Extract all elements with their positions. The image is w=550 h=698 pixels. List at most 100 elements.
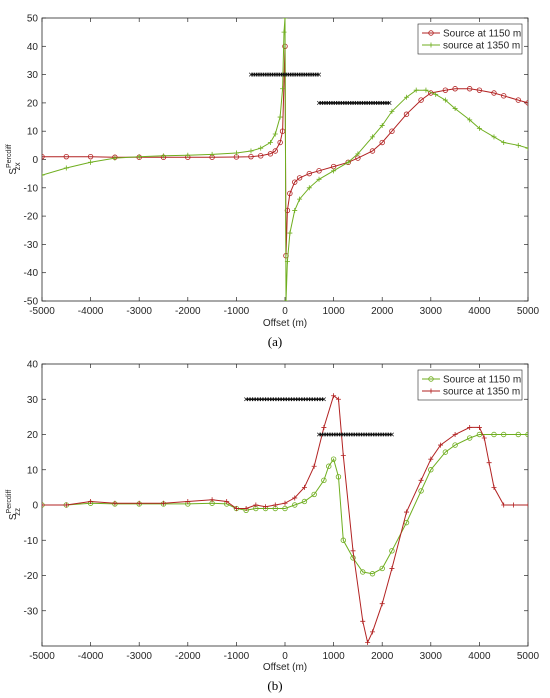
data-point — [267, 140, 273, 146]
y-label-sub: zz — [13, 508, 22, 516]
chart-panel-2: -5000 -4000 -3000 -2000 -1000 0 1000 2000 3000 40… — [6, 360, 540, 694]
receiver-bar-2 — [316, 432, 394, 437]
x-tick-label: 5000 — [517, 651, 540, 662]
data-point — [63, 502, 69, 508]
data-point — [301, 484, 307, 490]
receiver-bar-1 — [248, 72, 322, 77]
x-tick-label: 2000 — [371, 306, 394, 317]
y-tick-label: 20 — [27, 98, 39, 109]
data-point — [161, 500, 166, 506]
data-point — [476, 424, 482, 430]
data-point — [452, 86, 458, 92]
data-point — [452, 106, 458, 112]
data-point — [491, 134, 497, 140]
data-point — [467, 424, 473, 430]
data-point — [418, 488, 424, 494]
data-point — [63, 165, 69, 171]
x-tick-label: -5000 — [29, 651, 55, 662]
x-axis-label: Offset (m) — [263, 662, 307, 673]
data-point — [311, 463, 317, 469]
data-point — [418, 477, 424, 483]
data-point — [161, 153, 166, 159]
legend-entry-2: source at 1350 m — [422, 41, 520, 52]
y-tick-label: -30 — [24, 240, 39, 251]
y-tick-label: 20 — [27, 430, 39, 441]
legend-box — [417, 23, 523, 55]
data-point — [389, 565, 395, 571]
data-point — [272, 148, 278, 154]
x-tick-label: -2000 — [175, 651, 201, 662]
x-tick-label: 1000 — [322, 651, 345, 662]
receiver-marker — [321, 397, 326, 402]
y-tick-label: 30 — [27, 395, 39, 406]
y-tick-label: 30 — [27, 70, 39, 81]
y-tick-label: 50 — [27, 14, 39, 25]
receiver-marker — [387, 100, 392, 105]
y-label-base: S — [8, 513, 19, 520]
data-point — [316, 176, 322, 182]
data-point — [525, 145, 528, 151]
data-point — [345, 159, 351, 165]
x-tick-label: -1000 — [224, 306, 250, 317]
data-point — [185, 498, 191, 504]
x-tick-label: 5000 — [517, 306, 540, 317]
data-point — [224, 498, 230, 504]
data-point — [267, 151, 274, 157]
data-point — [442, 97, 448, 103]
plot-content — [42, 393, 528, 645]
data-point — [467, 117, 473, 123]
data-point — [88, 159, 94, 165]
data-point — [515, 142, 521, 148]
data-point — [389, 108, 395, 114]
data-point — [301, 498, 308, 505]
legend-marker — [428, 42, 434, 48]
series-2 — [42, 18, 528, 301]
data-point — [486, 460, 492, 466]
receiver-bar-1 — [244, 397, 326, 402]
data-point — [515, 97, 521, 103]
data-point — [379, 139, 385, 146]
data-point — [404, 509, 409, 515]
data-point — [279, 128, 286, 134]
data-point — [321, 477, 327, 484]
legend-marker — [428, 30, 434, 36]
data-point — [403, 111, 410, 117]
y-tick-label: -50 — [24, 297, 39, 308]
data-point — [253, 502, 259, 508]
y-label-sub: zx — [13, 162, 22, 170]
legend-entry-1: Source at 1150 m — [422, 29, 521, 40]
data-point — [88, 498, 94, 504]
data-point — [355, 151, 361, 157]
data-point — [277, 139, 283, 146]
data-point — [258, 153, 264, 159]
legend-label: source at 1350 m — [443, 387, 520, 398]
data-point — [476, 87, 483, 93]
data-point — [369, 134, 375, 140]
data-point — [350, 555, 356, 561]
data-point — [243, 506, 249, 512]
data-point — [369, 148, 376, 154]
data-point — [340, 537, 347, 543]
plot-content — [42, 18, 528, 301]
data-point — [321, 424, 327, 430]
y-axis-label: SPercdiffzz — [6, 490, 22, 520]
data-point — [282, 500, 288, 506]
data-point — [379, 123, 385, 129]
x-tick-label: 0 — [282, 306, 288, 317]
data-point — [282, 18, 288, 21]
receiver-bar-2 — [316, 100, 392, 105]
data-point — [296, 175, 303, 181]
data-point — [501, 502, 507, 508]
series-2 — [42, 393, 528, 645]
receiver-marker — [389, 432, 394, 437]
series-line — [42, 434, 528, 575]
data-point — [369, 629, 375, 635]
data-point — [282, 505, 288, 512]
data-point — [525, 431, 528, 438]
data-point — [452, 432, 458, 437]
data-point — [369, 571, 376, 577]
data-point — [404, 94, 409, 100]
data-point — [428, 467, 434, 473]
data-point — [292, 207, 298, 213]
